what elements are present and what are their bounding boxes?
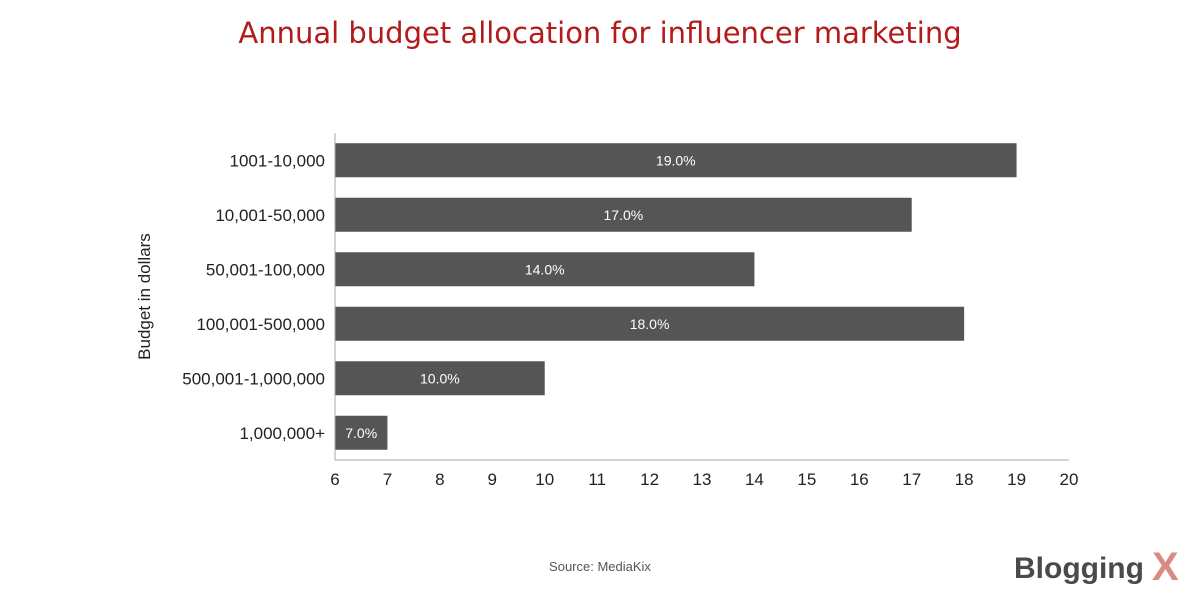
category-label: 50,001-100,000 xyxy=(206,260,325,279)
x-tick-label: 17 xyxy=(902,470,921,489)
x-tick-label: 6 xyxy=(330,470,339,489)
bar xyxy=(335,415,388,450)
y-axis-label: Budget in dollars xyxy=(135,233,154,360)
data-label: 14.0% xyxy=(525,261,565,277)
bar xyxy=(335,361,545,396)
x-tick-label: 19 xyxy=(1007,470,1026,489)
x-tick-label: 14 xyxy=(745,470,764,489)
data-label: 18.0% xyxy=(630,316,670,332)
bars xyxy=(335,143,1017,450)
data-label: 10.0% xyxy=(420,370,460,386)
category-label: 1,000,000+ xyxy=(239,424,325,443)
x-tick-label: 9 xyxy=(488,470,497,489)
category-labels: 1001-10,000 10,001-50,000 50,001-100,000 10… xyxy=(182,151,325,443)
category-label: 1001-10,000 xyxy=(230,151,325,170)
x-tick-label: 16 xyxy=(850,470,869,489)
x-tick-label: 7 xyxy=(383,470,392,489)
x-tick-label: 13 xyxy=(693,470,712,489)
x-tick-label: 10 xyxy=(535,470,554,489)
x-tick-label: 12 xyxy=(640,470,659,489)
x-tick-label: 15 xyxy=(797,470,816,489)
data-label: 17.0% xyxy=(604,207,644,223)
data-label: 7.0% xyxy=(345,425,377,441)
category-label: 500,001-1,000,000 xyxy=(182,369,325,388)
x-tick-label: 11 xyxy=(588,470,606,489)
source-note: Source: MediaKix xyxy=(549,559,651,574)
logo-text: Blogging xyxy=(1014,552,1144,585)
x-tick-label: 20 xyxy=(1060,470,1079,489)
x-tick-labels: 6 7 8 9 10 11 12 13 14 15 16 17 18 19 20 xyxy=(330,470,1078,489)
bar xyxy=(335,252,755,287)
chart-title: Annual budget allocation for influencer … xyxy=(238,16,962,50)
category-label: 100,001-500,000 xyxy=(196,315,325,334)
bar xyxy=(335,306,965,341)
data-labels: 19.0% 17.0% 14.0% 18.0% 10.0% 7.0% xyxy=(345,152,695,441)
data-label: 19.0% xyxy=(656,152,696,168)
logo-x-mark: X xyxy=(1152,545,1179,589)
bloggingx-logo: Blogging X xyxy=(1014,545,1179,589)
bar xyxy=(335,197,912,232)
category-label: 10,001-50,000 xyxy=(215,206,325,225)
x-tick-label: 18 xyxy=(955,470,974,489)
bar xyxy=(335,143,1017,178)
x-tick-label: 8 xyxy=(435,470,444,489)
